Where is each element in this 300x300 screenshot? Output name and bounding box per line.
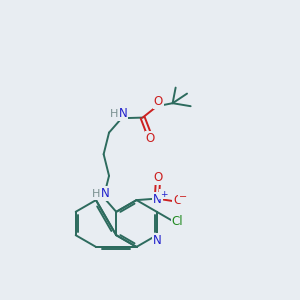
Text: N: N (101, 187, 110, 200)
Text: O: O (154, 171, 163, 184)
Text: O: O (154, 94, 163, 108)
Text: H: H (92, 189, 100, 199)
Text: N: N (119, 107, 128, 120)
Text: +: + (160, 190, 167, 199)
Text: N: N (153, 234, 162, 247)
Text: H: H (110, 109, 118, 119)
Text: O: O (146, 132, 155, 145)
Text: O: O (173, 194, 182, 207)
Text: N: N (153, 193, 162, 206)
Text: Cl: Cl (172, 215, 183, 228)
Text: −: − (179, 192, 188, 203)
